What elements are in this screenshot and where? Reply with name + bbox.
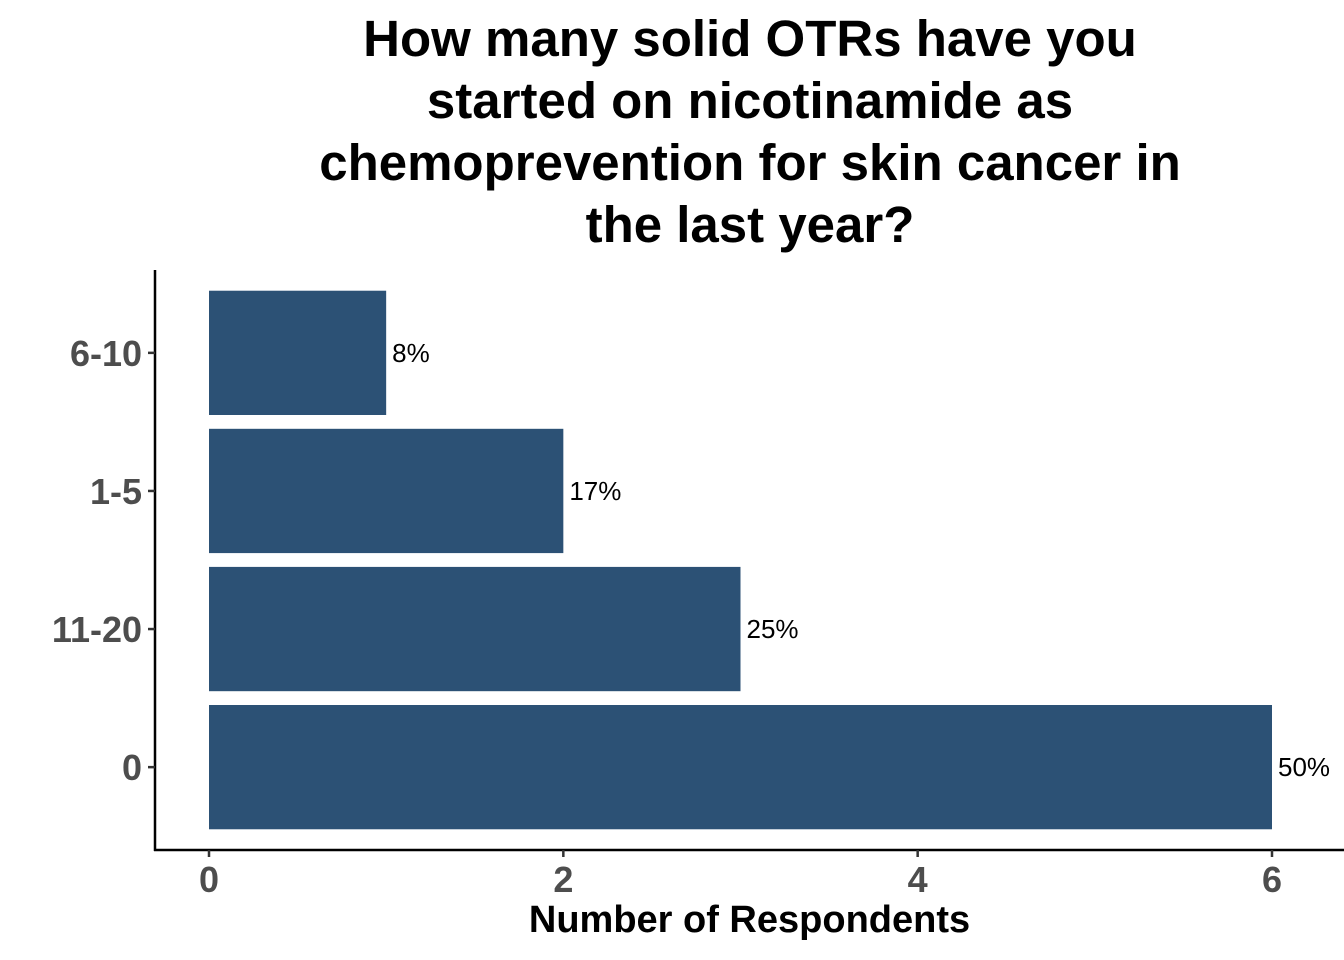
bar: [209, 705, 1272, 830]
y-tick-label: 6-10: [70, 333, 142, 374]
x-axis-label: Number of Respondents: [528, 899, 971, 941]
x-tick-label: 6: [1262, 859, 1282, 900]
chart-title-line: chemoprevention for skin cancer in: [319, 134, 1181, 191]
bar-data-label: 25%: [747, 614, 799, 644]
bar: [209, 566, 741, 692]
chart-title-line: How many solid OTRs have you: [363, 10, 1137, 67]
bar-data-label: 17%: [569, 476, 621, 506]
y-tick-label: 1-5: [90, 471, 142, 512]
x-tick-label: 4: [908, 859, 928, 900]
bar: [209, 428, 564, 554]
bar-data-label: 50%: [1278, 752, 1330, 782]
chart-title-line: started on nicotinamide as: [426, 72, 1074, 129]
chart-title: How many solid OTRs have you started on …: [150, 8, 1344, 256]
y-tick-label: 0: [122, 747, 142, 788]
y-tick-label: 11-20: [52, 609, 142, 650]
bar-data-label: 8%: [392, 338, 430, 368]
x-tick-label: 2: [553, 859, 573, 900]
chart-title-line: the last year?: [585, 196, 915, 253]
bar: [209, 290, 387, 415]
x-tick-label: 0: [199, 859, 219, 900]
